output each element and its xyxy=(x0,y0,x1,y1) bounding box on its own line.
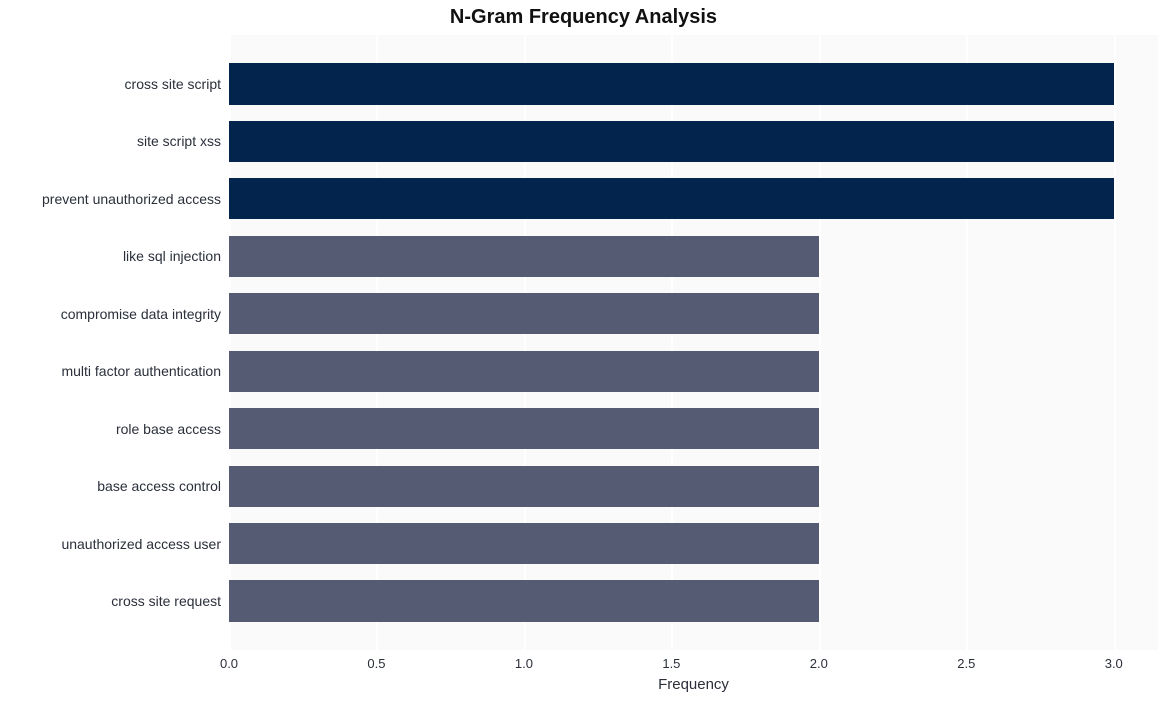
bar xyxy=(229,351,819,392)
bar xyxy=(229,408,819,449)
y-tick-label: base access control xyxy=(0,478,221,494)
y-tick-label: compromise data integrity xyxy=(0,306,221,322)
bar xyxy=(229,466,819,507)
bar xyxy=(229,178,1114,219)
bar xyxy=(229,236,819,277)
bar xyxy=(229,63,1114,104)
x-tick-label: 3.0 xyxy=(1105,656,1123,671)
x-axis-label: Frequency xyxy=(644,676,744,693)
y-tick-label: unauthorized access user xyxy=(0,536,221,552)
bar xyxy=(229,523,819,564)
x-tick-label: 0.5 xyxy=(367,656,385,671)
bar xyxy=(229,580,819,621)
y-tick-label: cross site request xyxy=(0,593,221,609)
bar xyxy=(229,293,819,334)
grid-line xyxy=(1114,35,1116,650)
y-tick-label: multi factor authentication xyxy=(0,363,221,379)
y-tick-label: like sql injection xyxy=(0,248,221,264)
x-tick-label: 0.0 xyxy=(220,656,238,671)
bar xyxy=(229,121,1114,162)
y-tick-label: cross site script xyxy=(0,76,221,92)
ngram-frequency-chart: N-Gram Frequency Analysis Frequency cros… xyxy=(0,0,1167,701)
y-tick-label: site script xss xyxy=(0,133,221,149)
y-tick-label: prevent unauthorized access xyxy=(0,191,221,207)
x-tick-label: 1.5 xyxy=(662,656,680,671)
chart-title: N-Gram Frequency Analysis xyxy=(0,6,1167,29)
plot-area xyxy=(229,35,1158,650)
x-tick-label: 1.0 xyxy=(515,656,533,671)
x-tick-label: 2.0 xyxy=(810,656,828,671)
y-tick-label: role base access xyxy=(0,421,221,437)
x-tick-label: 2.5 xyxy=(957,656,975,671)
